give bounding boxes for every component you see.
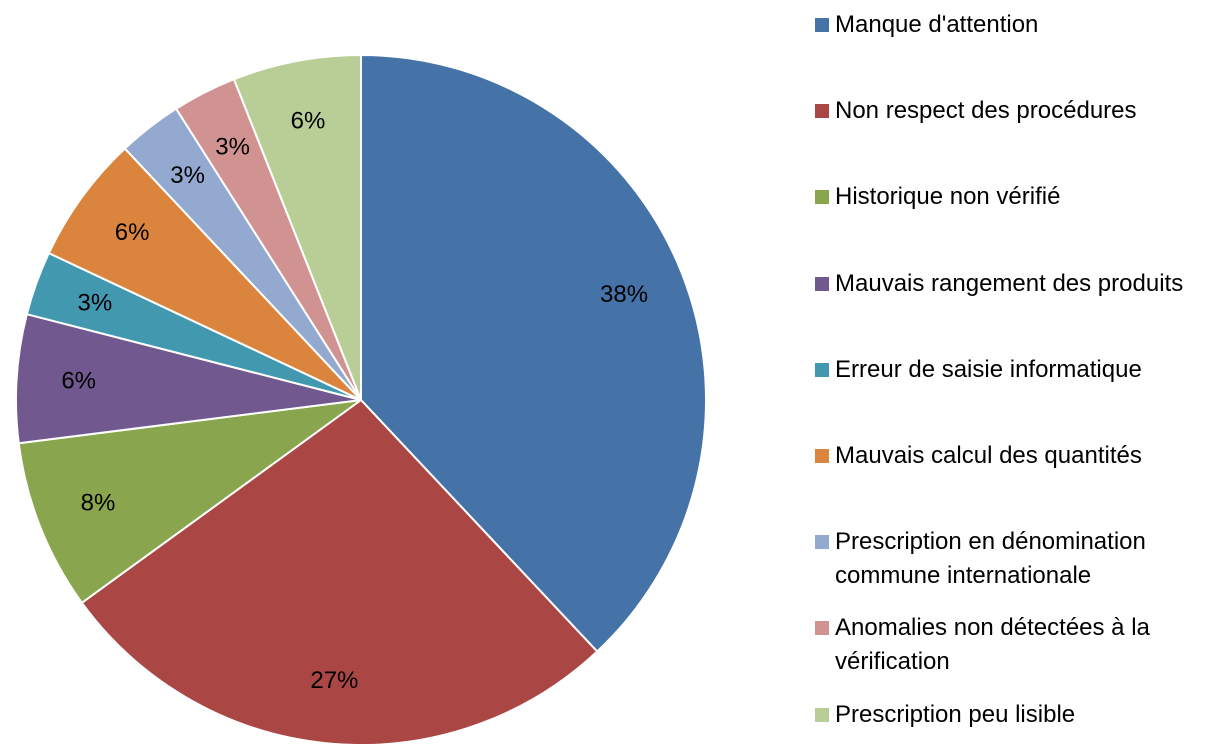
legend-item: Non respect des procédures [815,94,1215,128]
slice [15,312,362,445]
legend-swatch [815,621,829,636]
data-label: 6% [115,219,150,246]
legend-label: Mauvais calcul des quantités [835,442,1142,469]
legend-label: Prescription en dénomination commune int… [835,528,1146,590]
slice [232,53,362,401]
slice [360,53,707,653]
legend-swatch [815,535,829,550]
legend-label: Mauvais rangement des produits [835,269,1184,297]
legend-label: Manque d'attention [835,11,1039,38]
legend-item: Mauvais calcul des quantités [815,439,1215,473]
legend-label: Historique non vérifié [835,183,1061,211]
legend-item: Erreur de saisie informatique [815,353,1215,387]
data-label: 3% [77,290,112,317]
data-label: 8% [81,489,116,516]
data-label: 38% [600,281,648,308]
data-label: 6% [291,107,326,134]
legend-item: Manque d'attention [815,8,1215,42]
legend-label: Erreur de saisie informatique [835,355,1142,383]
legend-item: Prescription peu lisible [815,698,1215,732]
data-label: 6% [61,368,96,395]
legend-item: Mauvais rangement des produits [815,267,1215,301]
legend-swatch [815,190,829,205]
data-label: 3% [215,133,250,160]
legend-swatch [815,449,829,463]
slice [47,147,362,401]
legend-label: Prescription peu lisible [835,700,1076,728]
slice [17,399,362,605]
legend-swatch [815,104,829,119]
legend-swatch [815,362,829,377]
data-label: 27% [310,667,358,694]
legend-label: Anomalies non détectées à la vérificatio… [835,614,1150,676]
legend-item: Anomalies non détectées à la vérificatio… [815,611,1215,679]
legend-item: Historique non vérifié [815,180,1215,214]
data-label: 3% [170,162,205,189]
pie: 38% 27% 8% 6% 3% 6% 3% 3% 6% [15,53,707,744]
legend-item: Prescription en dénomination commune int… [815,525,1215,593]
slice [80,398,599,744]
legend-swatch [815,276,829,291]
legend-swatch [815,18,829,32]
legend-swatch [815,707,829,722]
legend-label: Non respect des procédures [835,97,1137,125]
